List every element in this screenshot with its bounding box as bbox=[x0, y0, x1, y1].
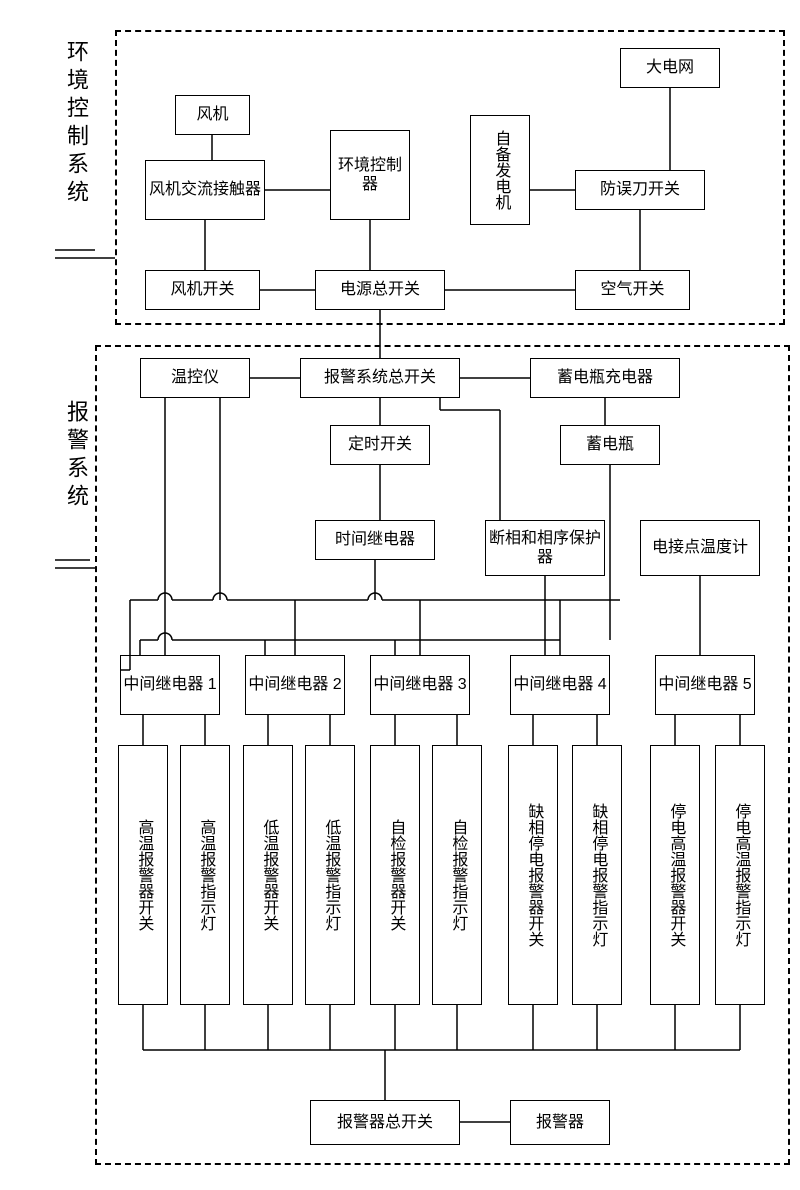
node-battery-charger: 蓄电瓶充电器 bbox=[530, 358, 680, 398]
node-out-4: 低温报警指示灯 bbox=[305, 745, 355, 1005]
node-alarm-main-switch: 报警系统总开关 bbox=[300, 358, 460, 398]
node-thermostat: 温控仪 bbox=[140, 358, 250, 398]
node-air-switch: 空气开关 bbox=[575, 270, 690, 310]
out-5-label: 自检报警器开关 bbox=[387, 819, 404, 931]
node-out-7: 缺相停电报警器开关 bbox=[508, 745, 558, 1005]
out-10-label: 停电高温报警指示灯 bbox=[732, 803, 749, 947]
out-3-label: 低温报警器开关 bbox=[260, 819, 277, 931]
node-phase-protector: 断相和相序保护器 bbox=[485, 520, 605, 576]
node-main-power-switch: 电源总开关 bbox=[315, 270, 445, 310]
node-out-8: 缺相停电报警指示灯 bbox=[572, 745, 622, 1005]
node-out-6: 自检报警指示灯 bbox=[432, 745, 482, 1005]
node-grid: 大电网 bbox=[620, 48, 720, 88]
node-relay-1: 中间继电器 1 bbox=[120, 655, 220, 715]
out-2-label: 高温报警指示灯 bbox=[197, 819, 214, 931]
out-8-label: 缺相停电报警指示灯 bbox=[589, 803, 606, 947]
node-out-5: 自检报警器开关 bbox=[370, 745, 420, 1005]
node-generator-label: 自备发电机 bbox=[492, 130, 509, 210]
node-relay-5: 中间继电器 5 bbox=[655, 655, 755, 715]
node-alarm-device: 报警器 bbox=[510, 1100, 610, 1145]
node-env-controller: 环境控制器 bbox=[330, 130, 410, 220]
node-alarm-device-switch: 报警器总开关 bbox=[310, 1100, 460, 1145]
node-out-2: 高温报警指示灯 bbox=[180, 745, 230, 1005]
out-1-label: 高温报警器开关 bbox=[135, 819, 152, 931]
node-out-10: 停电高温报警指示灯 bbox=[715, 745, 765, 1005]
node-relay-2: 中间继电器 2 bbox=[245, 655, 345, 715]
node-out-3: 低温报警器开关 bbox=[243, 745, 293, 1005]
node-relay-4: 中间继电器 4 bbox=[510, 655, 610, 715]
node-battery: 蓄电瓶 bbox=[560, 425, 660, 465]
node-contact-thermometer: 电接点温度计 bbox=[640, 520, 760, 576]
node-out-9: 停电高温报警器开关 bbox=[650, 745, 700, 1005]
node-fan-switch: 风机开关 bbox=[145, 270, 260, 310]
env-section-label: 环境控制系统 bbox=[60, 40, 92, 208]
node-fan: 风机 bbox=[175, 95, 250, 135]
out-9-label: 停电高温报警器开关 bbox=[667, 803, 684, 947]
node-anti-miss-switch: 防误刀开关 bbox=[575, 170, 705, 210]
node-out-1: 高温报警器开关 bbox=[118, 745, 168, 1005]
node-time-relay: 时间继电器 bbox=[315, 520, 435, 560]
diagram-canvas: 环境控制系统 报警系统 风机 风机交流接触器 环境控制器 自备发电机 大电网 防… bbox=[0, 0, 800, 1190]
node-fan-contactor: 风机交流接触器 bbox=[145, 160, 265, 220]
node-relay-3: 中间继电器 3 bbox=[370, 655, 470, 715]
node-generator: 自备发电机 bbox=[470, 115, 530, 225]
out-4-label: 低温报警指示灯 bbox=[322, 819, 339, 931]
alarm-section-label: 报警系统 bbox=[60, 400, 92, 512]
node-timer-switch: 定时开关 bbox=[330, 425, 430, 465]
out-7-label: 缺相停电报警器开关 bbox=[525, 803, 542, 947]
out-6-label: 自检报警指示灯 bbox=[449, 819, 466, 931]
